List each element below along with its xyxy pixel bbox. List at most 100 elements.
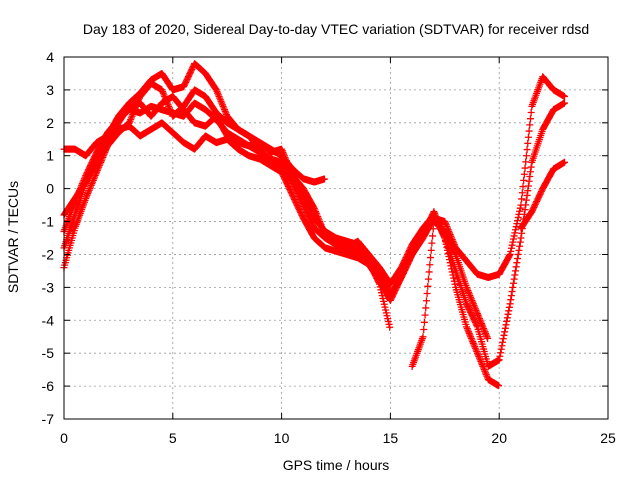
plus-marker xyxy=(420,326,428,334)
x-tick-label: 20 xyxy=(491,430,507,446)
plus-marker xyxy=(499,338,507,346)
plot-frame xyxy=(63,56,609,420)
plus-marker xyxy=(482,369,490,377)
y-tick-label: 4 xyxy=(46,49,54,65)
plus-marker xyxy=(133,101,141,109)
plus-marker xyxy=(466,331,474,339)
plus-marker xyxy=(89,176,97,184)
plus-marker xyxy=(427,246,435,254)
plus-marker xyxy=(522,152,530,160)
plus-marker xyxy=(135,96,143,104)
plus-marker xyxy=(505,252,513,260)
plus-marker xyxy=(285,163,293,171)
plus-marker xyxy=(422,304,430,312)
plus-marker xyxy=(386,323,394,331)
plus-marker xyxy=(467,334,475,342)
plus-marker xyxy=(527,109,535,117)
plus-marker xyxy=(501,324,509,332)
plus-marker xyxy=(474,351,482,359)
plus-marker xyxy=(127,114,135,122)
plus-marker xyxy=(161,92,169,100)
plus-marker xyxy=(164,101,172,109)
plus-marker xyxy=(499,335,507,343)
plus-marker xyxy=(448,268,456,276)
plus-marker xyxy=(518,195,526,203)
plus-marker xyxy=(423,290,431,298)
plus-marker xyxy=(449,271,457,279)
plus-marker xyxy=(522,196,530,204)
plus-marker xyxy=(509,279,517,287)
plus-marker xyxy=(214,91,222,99)
plus-marker xyxy=(524,182,532,190)
plus-marker xyxy=(520,176,528,184)
plus-marker xyxy=(279,148,287,156)
plus-marker xyxy=(465,328,473,336)
plus-marker xyxy=(431,209,439,217)
plus-marker xyxy=(524,187,532,195)
plus-marker xyxy=(84,188,92,196)
plus-marker xyxy=(522,201,530,209)
plus-marker xyxy=(463,325,471,332)
plus-marker xyxy=(463,323,471,331)
plus-marker xyxy=(471,305,479,313)
y-tick-label: 0 xyxy=(46,181,54,197)
plus-marker xyxy=(524,133,532,141)
plus-marker xyxy=(284,160,292,168)
plus-marker xyxy=(162,96,170,104)
plus-marker xyxy=(287,168,295,176)
y-axis-label: SDTVAR / TECUs xyxy=(5,181,21,293)
plus-marker xyxy=(283,158,291,166)
plus-marker xyxy=(163,99,171,107)
plus-marker xyxy=(316,219,324,227)
plus-marker xyxy=(467,333,475,341)
plus-marker xyxy=(479,323,487,331)
plus-marker xyxy=(91,173,99,181)
plus-marker xyxy=(469,339,477,347)
plus-marker xyxy=(320,227,328,235)
plus-marker xyxy=(132,102,140,110)
plus-marker xyxy=(475,352,483,360)
plus-marker xyxy=(219,102,227,110)
plus-marker xyxy=(84,190,92,198)
plus-marker xyxy=(443,222,451,230)
data-points xyxy=(60,60,568,390)
plus-marker xyxy=(317,221,325,229)
plus-marker xyxy=(318,222,326,230)
plus-marker xyxy=(470,341,478,349)
plus-marker xyxy=(475,354,483,362)
plus-marker xyxy=(512,267,520,275)
plus-marker xyxy=(158,86,166,94)
plus-marker xyxy=(85,186,93,194)
axis-ticks: 0 5 10 15 20 25 -7 -6 -5 -4 -3 -2 -1 0 1 2 3 4 xyxy=(42,49,616,446)
plus-marker xyxy=(165,104,173,112)
plus-marker xyxy=(280,150,288,158)
plus-marker xyxy=(441,218,449,226)
plus-marker xyxy=(472,346,480,354)
plus-marker xyxy=(523,146,531,154)
plus-marker xyxy=(482,371,490,379)
plus-marker xyxy=(473,308,481,316)
plus-marker xyxy=(420,318,428,326)
plus-marker xyxy=(90,175,98,183)
x-tick-label: 5 xyxy=(169,430,177,446)
plus-marker xyxy=(478,359,486,367)
plus-marker xyxy=(463,283,471,291)
plus-marker xyxy=(425,268,433,276)
plus-marker xyxy=(284,162,292,170)
plus-marker xyxy=(502,321,510,329)
plus-marker xyxy=(471,343,479,351)
plus-marker xyxy=(87,181,95,189)
x-tick-label: 25 xyxy=(600,430,616,446)
plus-marker xyxy=(473,348,481,356)
y-tick-label: -3 xyxy=(42,279,55,295)
plus-marker xyxy=(281,153,289,161)
plus-marker xyxy=(514,255,522,263)
x-axis-label: GPS time / hours xyxy=(283,457,390,473)
plus-marker xyxy=(521,164,529,172)
y-tick-label: -4 xyxy=(42,312,55,328)
plus-marker xyxy=(476,316,484,324)
plus-marker xyxy=(319,226,327,234)
plus-marker xyxy=(511,271,519,279)
plus-marker xyxy=(480,364,488,372)
plus-marker xyxy=(220,104,228,112)
